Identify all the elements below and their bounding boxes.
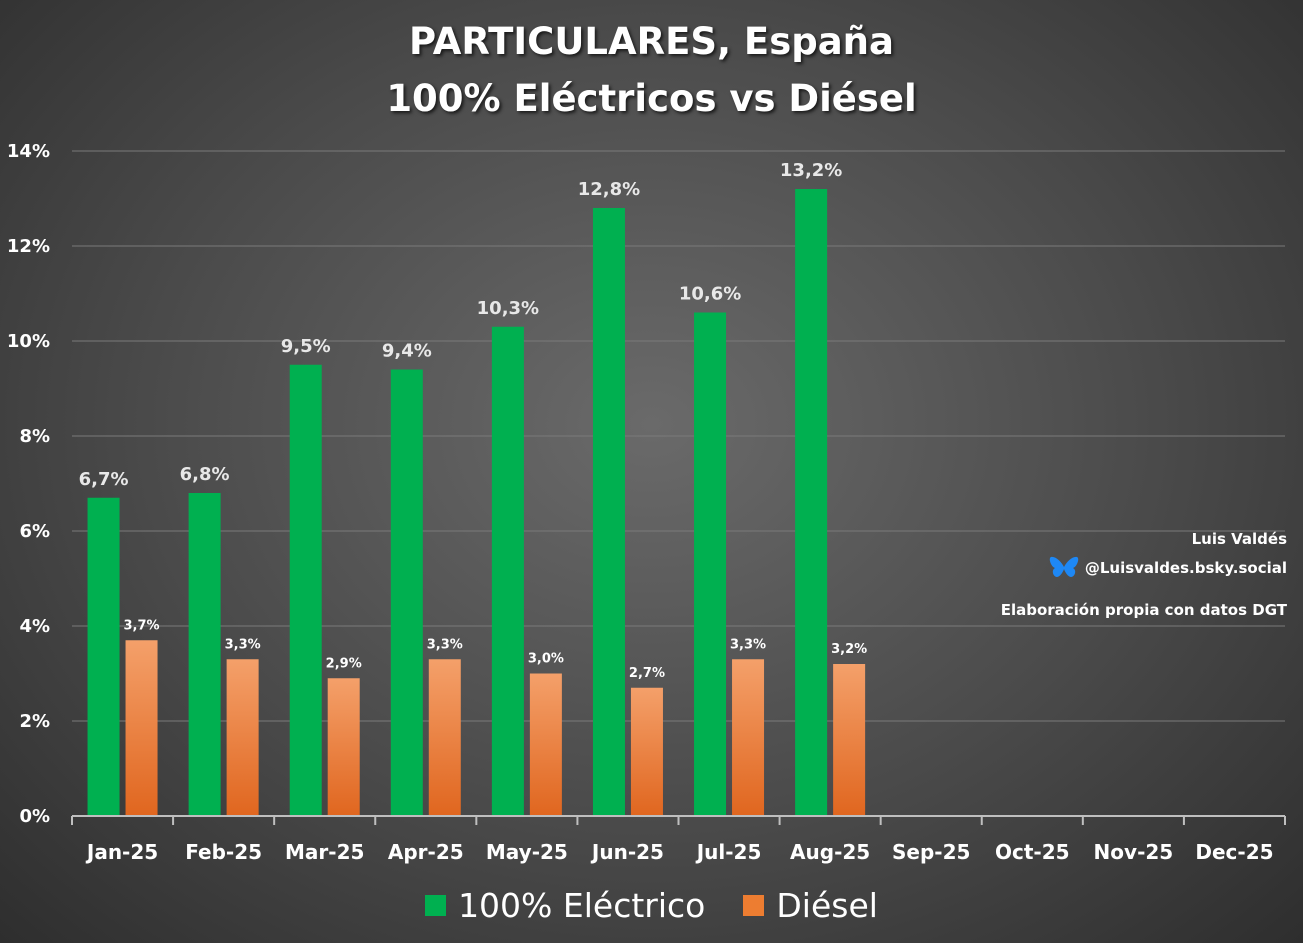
credit-source: Elaboración propia con datos DGT [1000,601,1287,619]
x-tick-label: Dec-25 [1195,840,1273,864]
data-label-electrico: 12,8% [578,179,640,200]
legend-label-electrico: 100% Eléctrico [458,886,706,925]
bar-electrico [491,326,524,816]
x-tick-label: Aug-25 [790,840,870,864]
data-label-electrico: 9,5% [281,336,331,357]
bar-diesel [833,664,866,816]
data-label-diesel: 2,7% [629,666,665,681]
x-tick-label: Jun-25 [590,840,664,864]
y-axis-ticks: 0% 2% 4% 6% 8% 10% 12% 14% [7,141,50,827]
data-label-electrico: 6,7% [79,469,129,490]
y-tick-label: 12% [7,236,50,257]
x-tick-label: Oct-25 [995,840,1070,864]
chart-title: PARTICULARES, España [408,20,894,63]
data-label-diesel: 3,2% [831,642,867,657]
bar-electrico [592,208,625,816]
bars: 6,7% 3,7% 6,8% 3,3% 9,5% 2,9% 9,4% 3,3% 10,3% 3,0… [79,160,867,816]
y-tick-label: 6% [19,521,50,542]
credit-handle-row: @Luisvaldes.bsky.social [1049,555,1287,581]
data-label-diesel: 3,3% [730,637,766,652]
data-label-diesel: 2,9% [326,656,362,671]
bar-electrico [390,369,423,816]
x-axis: Jan-25 Feb-25 Mar-25 Apr-25 May-25 Jun-25 Jul-… [71,815,1286,864]
bar-electrico [795,189,828,816]
legend-item-electrico: 100% Eléctrico [425,886,705,925]
bar-diesel [125,640,158,816]
y-tick-label: 0% [19,806,50,827]
credit-author: Luis Valdés [1191,530,1287,548]
legend-item-diesel: Diésel [743,886,878,925]
data-label-electrico: 10,3% [477,298,539,319]
bar-electrico [188,493,221,816]
data-label-electrico: 6,8% [180,464,230,485]
bar-electrico [87,497,120,816]
butterfly-icon [1049,556,1079,577]
chart-subtitle: 100% Eléctricos vs Diésel [386,77,917,120]
bar-diesel [732,659,765,816]
gridlines [72,150,1285,722]
bar-diesel [630,687,663,816]
data-label-electrico: 9,4% [382,341,432,362]
x-tick-label: Apr-25 [388,840,464,864]
bar-electrico [289,364,322,816]
x-tick-label: Nov-25 [1094,840,1174,864]
data-label-electrico: 13,2% [780,160,842,181]
bar-diesel [428,659,461,816]
y-tick-label: 2% [19,711,50,732]
data-label-diesel: 3,3% [225,637,261,652]
legend-swatch-electrico [425,895,447,916]
bar-electrico [694,312,727,816]
legend-label-diesel: Diésel [776,886,878,925]
bar-diesel [327,678,360,816]
bar-diesel [529,673,562,816]
x-tick-label: Feb-25 [185,840,262,864]
bar-diesel [226,659,259,816]
legend: 100% Eléctrico Diésel [0,886,1303,925]
data-label-diesel: 3,3% [427,637,463,652]
y-tick-label: 14% [7,141,50,162]
data-label-diesel: 3,0% [528,652,564,667]
x-tick-label: May-25 [486,840,568,864]
x-tick-label: Jul-25 [695,840,762,864]
credit-handle: @Luisvaldes.bsky.social [1084,559,1287,577]
y-tick-label: 4% [19,616,50,637]
legend-swatch-diesel [743,895,765,916]
x-tick-label: Mar-25 [285,840,364,864]
x-tick-label: Jan-25 [85,840,158,864]
data-label-electrico: 10,6% [679,284,741,305]
y-tick-label: 8% [19,426,50,447]
data-label-diesel: 3,7% [124,618,160,633]
y-tick-label: 10% [7,331,50,352]
x-tick-label: Sep-25 [892,840,970,864]
